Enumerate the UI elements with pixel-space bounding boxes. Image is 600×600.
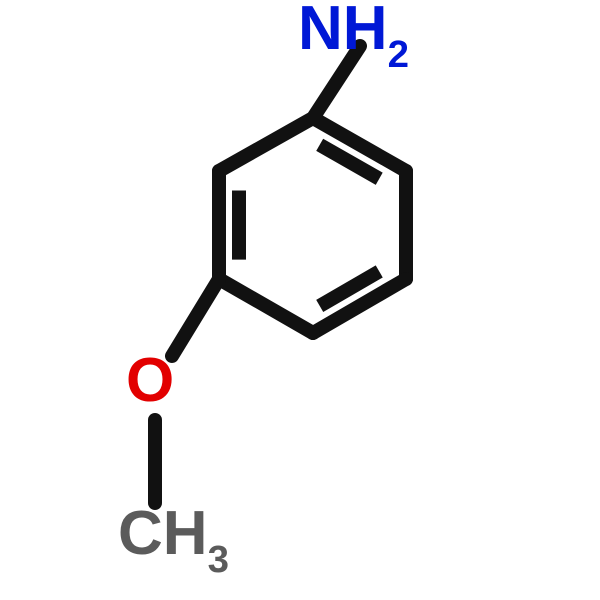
methyl-label: CH3	[118, 503, 229, 575]
oxygen-label: O	[126, 350, 174, 412]
molecule-canvas: NH2 O CH3	[0, 0, 600, 600]
bond-layer	[0, 0, 600, 600]
amine-label: NH2	[298, 0, 409, 70]
